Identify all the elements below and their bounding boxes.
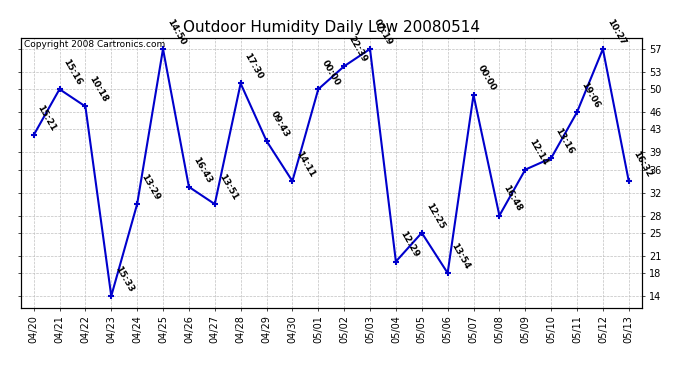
Text: 13:54: 13:54 bbox=[450, 242, 472, 271]
Text: 09:43: 09:43 bbox=[268, 109, 290, 139]
Text: 15:16: 15:16 bbox=[61, 58, 83, 87]
Text: 14:50: 14:50 bbox=[165, 17, 187, 47]
Text: 10:18: 10:18 bbox=[88, 75, 110, 104]
Text: 00:00: 00:00 bbox=[475, 64, 497, 93]
Text: 10:27: 10:27 bbox=[605, 17, 627, 47]
Text: 12:25: 12:25 bbox=[424, 201, 446, 231]
Text: 19:06: 19:06 bbox=[579, 81, 601, 110]
Title: Outdoor Humidity Daily Low 20080514: Outdoor Humidity Daily Low 20080514 bbox=[183, 20, 480, 35]
Text: 16:43: 16:43 bbox=[191, 155, 213, 184]
Text: 16:48: 16:48 bbox=[502, 184, 524, 213]
Text: 16:32: 16:32 bbox=[631, 150, 653, 179]
Text: 14:11: 14:11 bbox=[295, 149, 317, 179]
Text: 12:29: 12:29 bbox=[398, 230, 420, 259]
Text: 07:19: 07:19 bbox=[372, 17, 394, 47]
Text: 15:21: 15:21 bbox=[36, 104, 58, 133]
Text: 13:51: 13:51 bbox=[217, 172, 239, 202]
Text: 13:29: 13:29 bbox=[139, 172, 161, 202]
Text: 12:14: 12:14 bbox=[527, 138, 549, 167]
Text: 22:39: 22:39 bbox=[346, 34, 368, 64]
Text: 00:00: 00:00 bbox=[320, 58, 342, 87]
Text: 15:33: 15:33 bbox=[113, 264, 135, 294]
Text: Copyright 2008 Cartronics.com: Copyright 2008 Cartronics.com bbox=[23, 40, 165, 49]
Text: 13:16: 13:16 bbox=[553, 126, 575, 156]
Text: 17:30: 17:30 bbox=[243, 52, 265, 81]
